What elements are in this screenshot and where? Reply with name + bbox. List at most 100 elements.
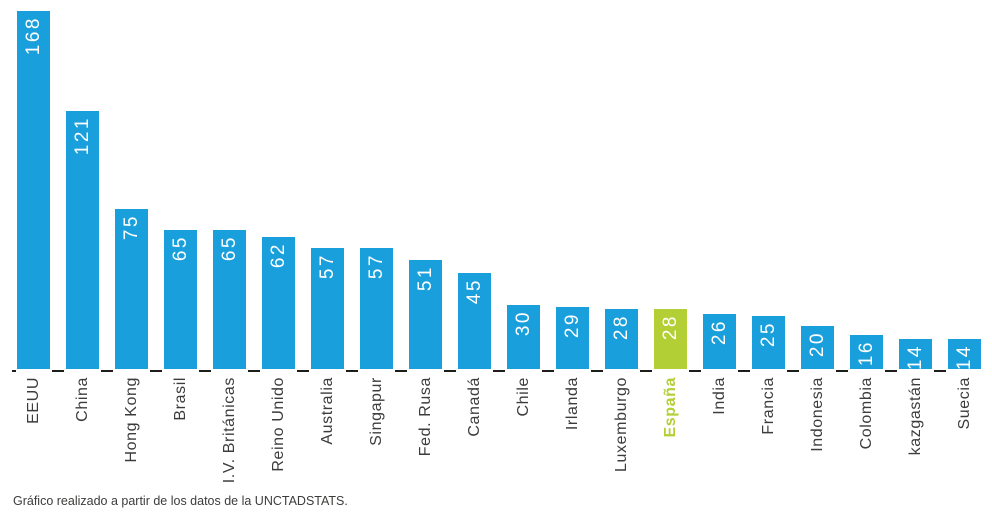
axis-tick bbox=[12, 370, 16, 372]
category-label: Indonesia bbox=[808, 377, 826, 452]
bar: 45 bbox=[458, 273, 491, 369]
category-label-slot: Hong Kong bbox=[115, 377, 148, 462]
axis-tick bbox=[444, 370, 456, 372]
category-label-slot: India bbox=[703, 377, 736, 415]
bar-value: 57 bbox=[366, 253, 387, 280]
category-label: Colombia bbox=[857, 377, 875, 450]
category-label-slot: kazgastán bbox=[899, 377, 932, 455]
bar-value: 45 bbox=[464, 278, 485, 305]
bar: 28 bbox=[654, 309, 687, 369]
axis-tick bbox=[640, 370, 652, 372]
category-label: EEUU bbox=[24, 377, 42, 424]
bar-value: 51 bbox=[415, 265, 436, 292]
axis-tick bbox=[395, 370, 407, 372]
category-label-slot: Colombia bbox=[850, 377, 883, 449]
bar-value: 14 bbox=[954, 344, 975, 369]
axis-tick bbox=[738, 370, 750, 372]
axis-tick bbox=[934, 370, 946, 372]
category-label-slot: Luxemburgo bbox=[605, 377, 638, 472]
category-label: India bbox=[710, 377, 728, 415]
category-label-slot: EEUU bbox=[17, 377, 50, 424]
category-label-slot: I.V. Británicas bbox=[213, 377, 246, 483]
bar-value: 65 bbox=[170, 235, 191, 262]
bar: 51 bbox=[409, 260, 442, 369]
category-label-slot: China bbox=[66, 377, 99, 422]
axis-tick bbox=[52, 370, 64, 372]
category-label-slot: Reino Unido bbox=[262, 377, 295, 472]
axis-tick bbox=[150, 370, 162, 372]
category-label: China bbox=[73, 377, 91, 422]
bar-value: 75 bbox=[121, 214, 142, 241]
category-label-slot: Fed. Rusa bbox=[409, 377, 442, 456]
axis-tick bbox=[591, 370, 603, 372]
bar-value: 62 bbox=[268, 242, 289, 269]
category-label: Canadá bbox=[465, 377, 483, 437]
bar-value: 29 bbox=[562, 312, 583, 339]
axis-tick bbox=[101, 370, 113, 372]
category-label-slot: Suecia bbox=[948, 377, 981, 430]
bar-value: 57 bbox=[317, 253, 338, 280]
bar-value: 30 bbox=[513, 310, 534, 337]
bar: 65 bbox=[164, 230, 197, 369]
axis-tick bbox=[248, 370, 260, 372]
bar: 14 bbox=[899, 339, 932, 369]
category-label: Francia bbox=[759, 377, 777, 435]
bar: 14 bbox=[948, 339, 981, 369]
axis-tick bbox=[493, 370, 505, 372]
axis-tick bbox=[689, 370, 701, 372]
bar: 30 bbox=[507, 305, 540, 369]
category-label: Irlanda bbox=[563, 377, 581, 431]
bar-value: 28 bbox=[611, 314, 632, 341]
category-label: Hong Kong bbox=[122, 377, 140, 463]
axis-tick bbox=[542, 370, 554, 372]
category-label: Luxemburgo bbox=[612, 377, 630, 472]
bar: 26 bbox=[703, 314, 736, 369]
bar: 16 bbox=[850, 335, 883, 369]
axis-tick bbox=[346, 370, 358, 372]
category-label: Reino Unido bbox=[269, 377, 287, 472]
bar: 168 bbox=[17, 11, 50, 369]
category-label: Australia bbox=[318, 377, 336, 445]
category-label: Suecia bbox=[955, 377, 973, 430]
bar: 28 bbox=[605, 309, 638, 369]
bar-value: 121 bbox=[72, 116, 93, 156]
bar: 65 bbox=[213, 230, 246, 369]
category-label-slot: Indonesia bbox=[801, 377, 834, 452]
axis-tick bbox=[297, 370, 309, 372]
axis-tick bbox=[885, 370, 897, 372]
bar: 62 bbox=[262, 237, 295, 369]
bar-value: 14 bbox=[905, 344, 926, 369]
bar: 121 bbox=[66, 111, 99, 369]
category-label-slot: Irlanda bbox=[556, 377, 589, 430]
category-label-slot: España bbox=[654, 377, 687, 438]
bar: 25 bbox=[752, 316, 785, 369]
axis-tick bbox=[836, 370, 848, 372]
bar-value: 26 bbox=[709, 319, 730, 346]
source-note: Gráfico realizado a partir de los datos … bbox=[13, 494, 348, 508]
bar-value: 20 bbox=[807, 331, 828, 358]
category-label-slot: Francia bbox=[752, 377, 785, 435]
category-label-slot: Chile bbox=[507, 377, 540, 416]
category-label: Singapur bbox=[367, 377, 385, 446]
category-label: kazgastán bbox=[906, 377, 924, 456]
axis-tick bbox=[787, 370, 799, 372]
bar: 57 bbox=[360, 248, 393, 369]
bar-value: 16 bbox=[856, 340, 877, 367]
category-label: I.V. Británicas bbox=[220, 377, 238, 484]
category-label: Brasil bbox=[171, 377, 189, 421]
category-label-slot: Australia bbox=[311, 377, 344, 445]
category-label: Fed. Rusa bbox=[416, 377, 434, 457]
category-label: Chile bbox=[514, 377, 532, 417]
bar: 75 bbox=[115, 209, 148, 369]
category-label: España bbox=[661, 377, 679, 438]
bar-value: 168 bbox=[23, 16, 44, 56]
bar: 29 bbox=[556, 307, 589, 369]
bar-value: 25 bbox=[758, 321, 779, 348]
category-label-slot: Singapur bbox=[360, 377, 393, 446]
bar-value: 65 bbox=[219, 235, 240, 262]
axis-tick bbox=[199, 370, 211, 372]
bar: 57 bbox=[311, 248, 344, 369]
category-label-slot: Canadá bbox=[458, 377, 491, 437]
category-label-slot: Brasil bbox=[164, 377, 197, 421]
